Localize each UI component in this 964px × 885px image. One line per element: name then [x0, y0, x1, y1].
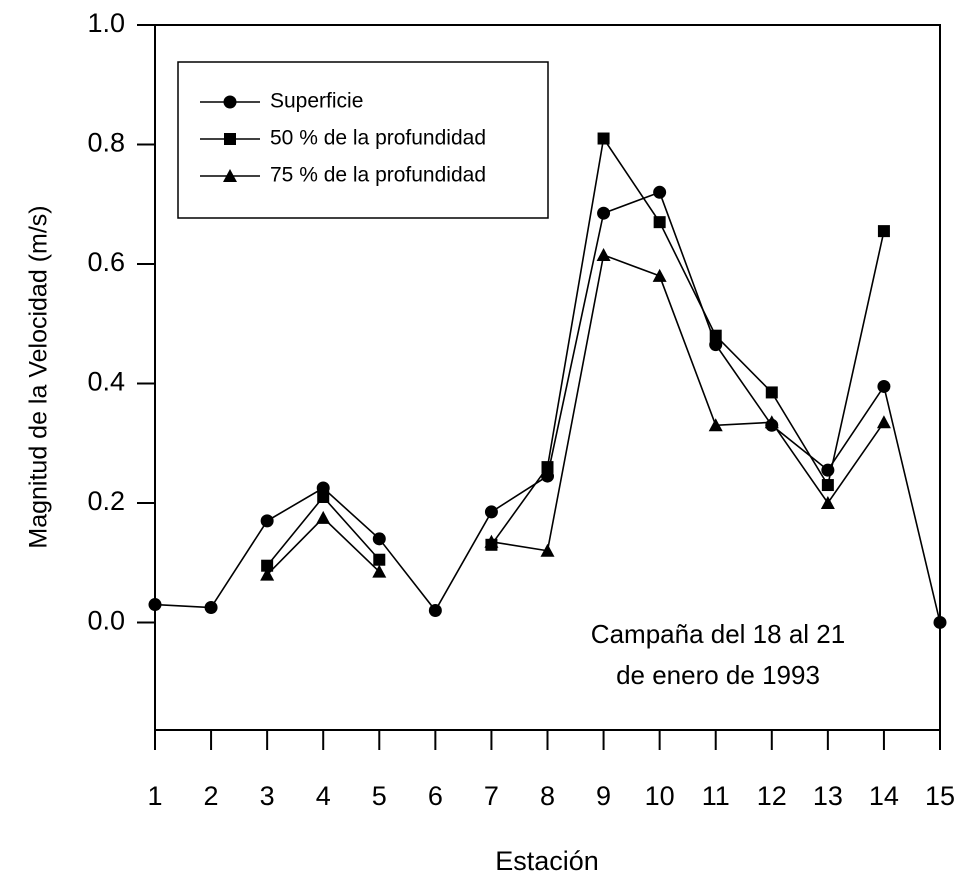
legend-label: Superficie	[270, 90, 363, 113]
marker	[260, 567, 275, 581]
marker	[541, 461, 554, 474]
legend-marker	[224, 133, 236, 145]
marker	[653, 216, 666, 229]
marker	[540, 543, 555, 557]
marker	[596, 248, 611, 262]
marker	[709, 329, 722, 342]
x-tick-label: 9	[596, 781, 611, 811]
marker	[820, 495, 835, 509]
annotation: de enero de 1993	[616, 660, 820, 690]
y-tick-label: 0.2	[87, 486, 125, 516]
x-tick-label: 3	[260, 781, 275, 811]
y-tick-label: 0.0	[87, 606, 125, 636]
marker	[765, 386, 778, 399]
marker	[373, 553, 386, 566]
marker	[652, 268, 667, 282]
y-tick-label: 0.6	[87, 247, 125, 277]
marker	[316, 510, 331, 524]
marker	[484, 534, 499, 548]
y-axis-label: Magnitud de la Velocidad (m/s)	[25, 205, 53, 548]
x-tick-label: 4	[316, 781, 331, 811]
marker	[877, 379, 891, 393]
marker	[597, 132, 610, 145]
marker	[933, 615, 947, 629]
x-tick-label: 6	[428, 781, 443, 811]
x-tick-label: 11	[702, 781, 730, 811]
marker	[708, 418, 723, 432]
marker	[372, 532, 386, 546]
x-tick-label: 10	[645, 781, 675, 811]
x-axis-label: Estación	[495, 846, 599, 876]
x-tick-label: 12	[757, 781, 787, 811]
annotation: Campaña del 18 al 21	[591, 619, 845, 649]
x-tick-label: 5	[372, 781, 387, 811]
x-tick-label: 14	[869, 781, 899, 811]
x-tick-label: 7	[484, 781, 499, 811]
x-tick-label: 1	[147, 781, 162, 811]
x-tick-label: 15	[925, 781, 955, 811]
legend-label: 75 % de la profundidad	[270, 164, 486, 187]
legend-label: 50 % de la profundidad	[270, 127, 486, 150]
legend-box	[177, 61, 549, 219]
marker	[484, 505, 498, 519]
marker	[764, 415, 779, 429]
x-tick-label: 8	[540, 781, 555, 811]
marker	[148, 598, 162, 612]
marker	[204, 601, 218, 615]
legend-marker	[223, 95, 237, 109]
marker	[372, 564, 387, 578]
y-tick-label: 0.8	[87, 128, 125, 158]
marker	[876, 415, 891, 429]
y-tick-label: 1.0	[87, 8, 125, 38]
legend-marker	[223, 169, 237, 182]
marker	[597, 206, 611, 220]
x-tick-label: 2	[204, 781, 219, 811]
marker	[877, 225, 890, 238]
marker	[821, 479, 834, 492]
marker	[260, 514, 274, 528]
marker	[428, 604, 442, 618]
x-tick-label: 13	[813, 781, 843, 811]
series-line	[266, 136, 885, 567]
y-tick-label: 0.4	[87, 367, 125, 397]
marker	[653, 185, 667, 199]
marker	[317, 490, 330, 503]
marker	[261, 559, 274, 572]
